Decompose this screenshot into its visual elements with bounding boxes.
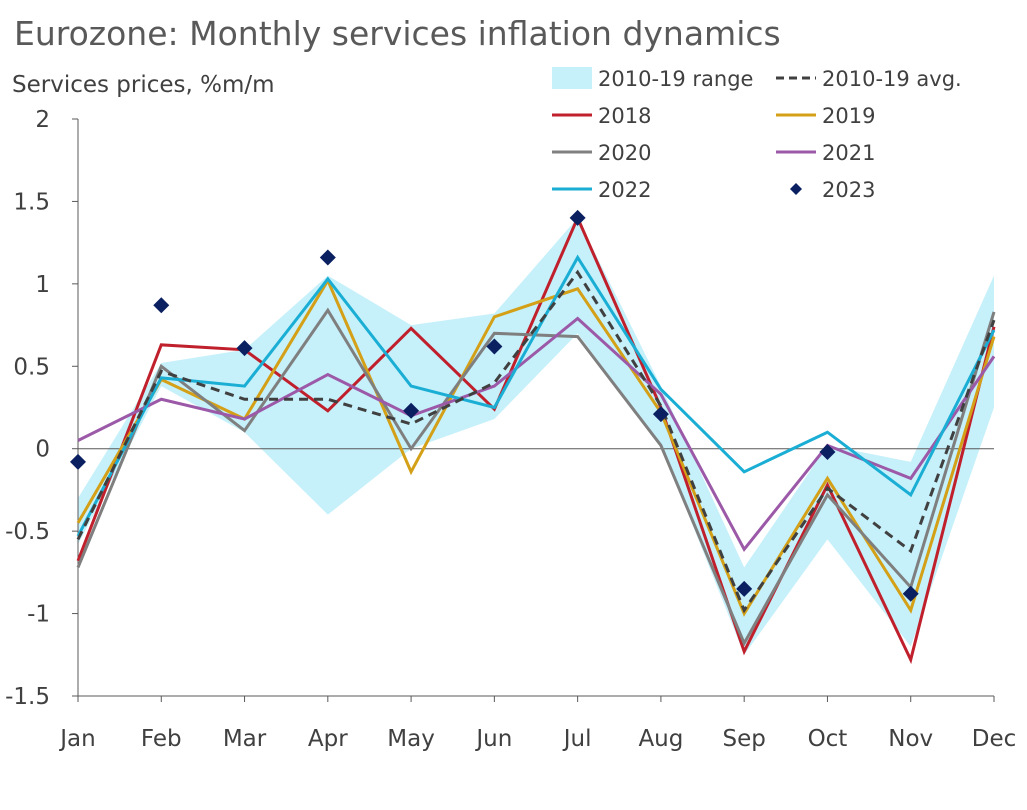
x-tick-label-dec: Dec (972, 726, 1017, 752)
y-tick-label: -1.5 (5, 684, 50, 710)
series-point-2023-oct (819, 444, 836, 461)
series-point-2023-jun (486, 338, 503, 355)
series-point-2023-apr (319, 249, 336, 266)
x-tick-label-feb: Feb (141, 726, 182, 752)
series-point-2023-sep (736, 580, 753, 597)
series-point-2023-aug (652, 406, 669, 423)
series-point-2023-mar (236, 340, 253, 357)
y-tick-label: -1 (27, 602, 50, 628)
x-tick-label-nov: Nov (888, 726, 933, 752)
series-point-2023-jan (70, 453, 86, 470)
y-tick-label: 2 (35, 107, 50, 133)
series-point-2023-feb (153, 297, 170, 314)
y-tick-label: -0.5 (5, 519, 50, 545)
x-tick-label-sep: Sep (723, 726, 766, 752)
legend-label-2019: 2019 (822, 104, 875, 128)
legend-label-2020: 2020 (598, 141, 651, 165)
legend-swatch-2010-19-range (552, 67, 592, 89)
legend-swatch-2023 (790, 183, 802, 195)
range-band-2010-19 (78, 217, 994, 655)
series-line-2021 (77, 316, 996, 552)
x-tick-label-may: May (387, 726, 435, 752)
x-tick-label-jan: Jan (58, 726, 95, 752)
x-tick-label-mar: Mar (223, 726, 267, 752)
series-point-2023-may (403, 402, 420, 419)
y-axis-label: Services prices, %m/m (12, 72, 275, 98)
y-tick-label: 1 (35, 272, 50, 298)
legend-label-2010-19-range: 2010-19 range (598, 67, 753, 91)
series-point-2023-jul (569, 209, 586, 226)
legend-label-2010-19-avg: 2010-19 avg. (822, 67, 962, 91)
legend-label-2018: 2018 (598, 104, 651, 128)
legend-label-2021: 2021 (822, 141, 875, 165)
legend-label-2023: 2023 (822, 178, 875, 202)
legend-label-2022: 2022 (598, 178, 651, 202)
series-line-2022 (76, 254, 996, 537)
x-tick-label-oct: Oct (808, 726, 848, 752)
y-tick-label: 1.5 (13, 189, 50, 215)
x-tick-label-apr: Apr (308, 726, 348, 752)
x-tick-label-jul: Jul (562, 726, 592, 752)
x-tick-label-aug: Aug (638, 726, 683, 752)
chart-title: Eurozone: Monthly services inflation dyn… (14, 14, 781, 53)
y-tick-label: 0.5 (13, 354, 50, 380)
series-line-2010-19-avg (76, 269, 996, 614)
series-point-2023-nov (902, 585, 919, 602)
series-line-2018 (76, 214, 996, 665)
y-tick-label: 0 (35, 437, 50, 463)
x-tick-label-jun: Jun (474, 726, 512, 752)
